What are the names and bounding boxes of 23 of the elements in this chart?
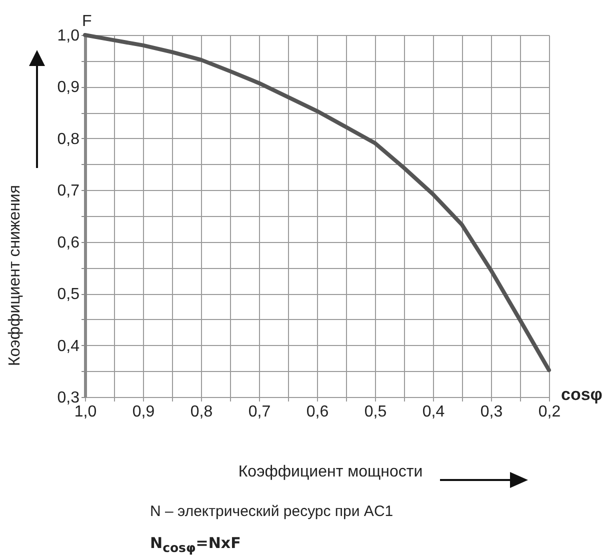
text: N$_{cosφ}$=NxF <box>150 534 241 555</box>
y-tick-label: 0,4 <box>57 338 80 355</box>
x-tick-label: 0,3 <box>480 404 503 420</box>
x-tick-label: 0,5 <box>364 404 387 420</box>
x-axis-title: Коэффициент мощности <box>238 464 423 480</box>
x-tick-label: 0,9 <box>132 404 155 420</box>
y-tick-label: 0,8 <box>57 130 80 148</box>
x-tick-label: 0,6 <box>306 404 329 420</box>
x-tick-label: 0,2 <box>538 404 561 420</box>
text: F <box>82 13 92 30</box>
y-tick-label: 0,9 <box>57 79 80 96</box>
y-axis-title: Коэффициент снижения <box>6 184 24 366</box>
y-tick-label: 0,7 <box>57 182 80 200</box>
y-tick-label: 1,0 <box>57 28 80 44</box>
x-tick-label: 1,0 <box>74 404 97 420</box>
text: N – электрический ресурс при AC1 <box>150 503 394 520</box>
text: cosφ <box>561 385 602 404</box>
y-tick-label: 0,5 <box>57 286 80 304</box>
y-tick-label: 0,6 <box>57 234 80 252</box>
x-tick-label: 0,8 <box>190 404 213 420</box>
x-tick-label: 0,7 <box>248 404 271 420</box>
x-tick-label: 0,4 <box>422 404 445 420</box>
y-tick-label: 0,3 <box>57 390 80 406</box>
